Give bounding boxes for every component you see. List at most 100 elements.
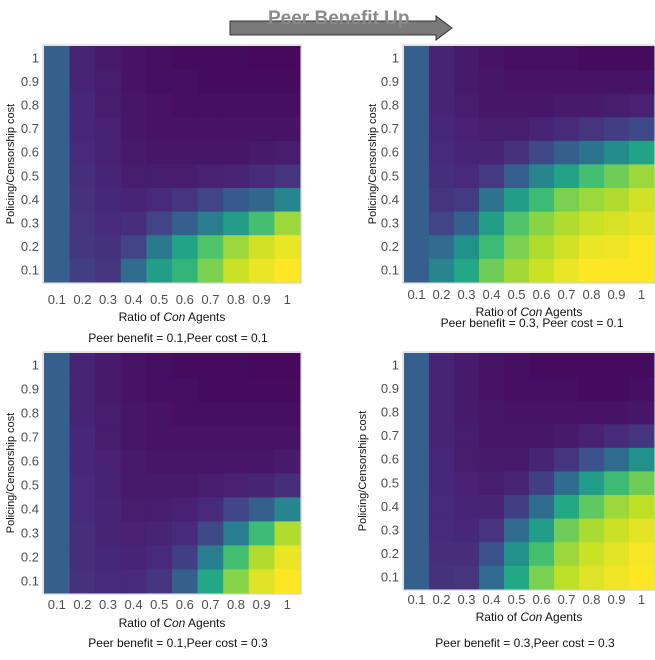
heatmap-cell bbox=[172, 545, 198, 570]
heatmap-cell bbox=[604, 565, 630, 590]
heatmap-cell bbox=[69, 473, 96, 498]
heatmap-cell bbox=[454, 69, 480, 94]
heatmap-cell bbox=[248, 353, 275, 378]
x-tick-label: 0.7 bbox=[201, 292, 219, 307]
heatmap-cell bbox=[604, 423, 630, 448]
x-axis-label: Ratio of Con Agents bbox=[476, 305, 583, 319]
heatmap-cell bbox=[69, 140, 96, 165]
heatmap-cell bbox=[223, 377, 250, 402]
x-tick-label: 1 bbox=[638, 592, 645, 607]
heatmap-cell bbox=[454, 423, 480, 448]
heatmap-cell bbox=[454, 541, 480, 566]
heatmap-cell bbox=[604, 400, 630, 425]
x-tick-label: 0.7 bbox=[557, 592, 575, 607]
x-tick-label: 0.7 bbox=[201, 597, 219, 612]
heatmap-cell bbox=[504, 164, 530, 188]
heatmap-cell bbox=[479, 258, 505, 283]
y-tick-label: 0.9 bbox=[381, 74, 399, 89]
heatmap-cell bbox=[429, 234, 455, 259]
heatmap-cell bbox=[604, 541, 630, 566]
heatmap-cell bbox=[454, 494, 480, 519]
heatmap-cell bbox=[197, 545, 224, 570]
heatmap-cell bbox=[69, 545, 96, 570]
heatmap-cell bbox=[197, 140, 224, 165]
heatmap-cell bbox=[274, 46, 301, 70]
heatmap-cell bbox=[554, 69, 580, 94]
heatmap-cell bbox=[197, 258, 224, 283]
heatmap-cell bbox=[274, 140, 301, 165]
y-tick-label: 0.5 bbox=[21, 168, 39, 183]
heatmap-cell bbox=[44, 140, 70, 165]
panel-caption: Peer benefit = 0.3,Peer cost = 0.3 bbox=[435, 636, 615, 650]
heatmap-cell bbox=[120, 473, 147, 498]
heatmap-cell bbox=[604, 258, 630, 283]
heatmap-cell bbox=[629, 116, 655, 141]
heatmap-cell bbox=[404, 46, 430, 70]
heatmap-cell bbox=[529, 187, 555, 212]
header: Peer Benefit Up bbox=[228, 6, 458, 42]
heatmap-cell bbox=[146, 545, 173, 570]
y-tick-label: 0.2 bbox=[21, 550, 39, 565]
heatmap-cell bbox=[44, 116, 70, 141]
heatmap-cell bbox=[529, 140, 555, 165]
plot-border bbox=[402, 44, 655, 284]
heatmap-cell bbox=[172, 353, 198, 378]
heatmap-cell bbox=[604, 494, 630, 519]
heatmap-cell bbox=[95, 569, 122, 594]
heatmap-cell bbox=[429, 541, 455, 566]
heatmap-cell bbox=[429, 518, 455, 543]
y-tick-label: 0.6 bbox=[21, 454, 39, 469]
y-tick-label: 0.1 bbox=[381, 263, 399, 278]
heatmap-cell bbox=[223, 234, 250, 259]
heatmap-cell bbox=[146, 234, 173, 259]
heatmap-cell bbox=[529, 471, 555, 495]
heatmap-cell bbox=[454, 258, 480, 283]
y-tick-label: 0.2 bbox=[381, 239, 399, 254]
heatmap-cell bbox=[454, 211, 480, 236]
x-axis-label: Ratio of Con Agents bbox=[476, 610, 583, 624]
y-tick-label: 0.7 bbox=[21, 121, 39, 136]
heatmap-cell bbox=[404, 565, 430, 590]
y-tick-label: 0.8 bbox=[381, 98, 399, 113]
heatmap-cell bbox=[529, 116, 555, 141]
heatmap-cell bbox=[404, 211, 430, 236]
heatmap-cell bbox=[69, 401, 96, 426]
heatmap-cell bbox=[629, 211, 655, 236]
heatmap-cell bbox=[146, 521, 173, 546]
x-tick-label: 0.1 bbox=[48, 597, 66, 612]
heatmap-cell bbox=[44, 164, 70, 188]
heatmap-cell bbox=[44, 46, 70, 70]
heatmap-cell bbox=[529, 376, 555, 401]
heatmap-cell bbox=[44, 234, 70, 259]
heatmap-cell bbox=[429, 376, 455, 401]
heatmap-cell bbox=[454, 140, 480, 165]
heatmap-cell bbox=[479, 518, 505, 543]
heatmap-cell bbox=[529, 518, 555, 543]
heatmap-cell bbox=[172, 187, 198, 212]
heatmap-cell bbox=[95, 234, 122, 259]
heatmap-cell bbox=[274, 93, 301, 118]
y-tick-label: 0.3 bbox=[21, 526, 39, 541]
heatmap-cell bbox=[95, 258, 122, 283]
heatmap-cell bbox=[504, 234, 530, 259]
heatmap-cell bbox=[404, 234, 430, 259]
heatmap-cell bbox=[120, 187, 147, 212]
heatmap-cell bbox=[197, 521, 224, 546]
heatmap-cell bbox=[629, 69, 655, 94]
heatmap-cell bbox=[274, 401, 301, 426]
heatmap-cell bbox=[504, 116, 530, 141]
heatmap-cell bbox=[248, 69, 275, 94]
heatmap-cell bbox=[504, 353, 530, 377]
heatmap-cell bbox=[404, 400, 430, 425]
heatmap-cell bbox=[604, 187, 630, 212]
y-tick-label: 0.6 bbox=[381, 145, 399, 160]
heatmap-cell bbox=[504, 423, 530, 448]
heatmap-cell bbox=[95, 473, 122, 498]
heatmap-cell bbox=[274, 425, 301, 450]
heatmap-cell bbox=[604, 471, 630, 495]
heatmap-svg-4: 0.1 0.2 0.3 0.4 0.5 0.6 0.7 0.8 0.9 1 0.1 0.2 0.3 0.4… bbox=[357, 351, 655, 650]
heatmap-cell bbox=[248, 401, 275, 426]
heatmap-cell bbox=[44, 473, 70, 498]
heatmap-cell bbox=[223, 211, 250, 236]
y-tick-label: 1 bbox=[392, 50, 399, 65]
